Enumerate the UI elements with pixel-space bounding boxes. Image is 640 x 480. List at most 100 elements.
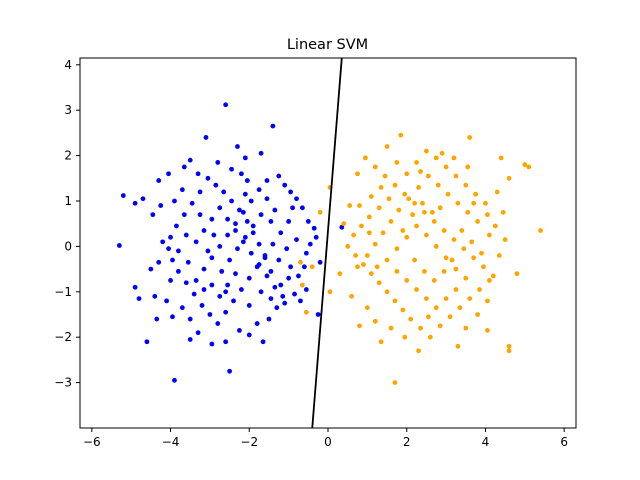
y-tick-label: 3 [64, 103, 72, 117]
data-point-series-2 [443, 164, 449, 170]
data-point-series-1 [152, 293, 158, 299]
data-point-series-1 [237, 207, 242, 213]
data-point-series-2 [485, 298, 490, 304]
data-point-series-2 [427, 334, 433, 340]
data-point-series-1 [315, 312, 321, 317]
data-points [116, 102, 543, 386]
data-point-series-2 [353, 253, 358, 258]
data-point-series-2 [485, 212, 490, 218]
data-point-series-1 [242, 191, 248, 197]
data-point-series-1 [136, 296, 142, 302]
data-point-series-2 [394, 160, 400, 165]
data-point-series-2 [467, 135, 473, 140]
data-point-series-1 [176, 248, 181, 254]
data-point-series-1 [183, 232, 189, 238]
data-point-series-1 [223, 102, 229, 108]
data-point-series-2 [317, 209, 323, 215]
data-point-series-1 [240, 209, 246, 215]
data-point-series-2 [398, 132, 404, 138]
data-point-series-1 [120, 193, 126, 198]
data-point-series-1 [227, 257, 232, 263]
data-point-series-1 [213, 182, 219, 188]
data-point-series-2 [396, 207, 402, 213]
data-point-series-1 [116, 243, 122, 248]
data-point-series-2 [479, 250, 484, 256]
data-point-series-1 [311, 225, 317, 231]
data-point-series-2 [394, 268, 400, 274]
data-point-series-1 [278, 230, 284, 236]
data-point-series-1 [282, 182, 288, 188]
data-point-series-1 [187, 316, 193, 322]
data-point-series-1 [197, 189, 203, 195]
data-point-series-1 [179, 187, 185, 193]
data-point-series-1 [244, 178, 250, 183]
data-point-series-2 [400, 228, 406, 233]
data-point-series-1 [229, 198, 234, 204]
data-point-series-1 [199, 303, 205, 308]
data-point-series-1 [242, 155, 248, 161]
data-point-series-1 [258, 289, 264, 295]
data-point-series-2 [465, 209, 471, 215]
data-point-series-1 [233, 271, 238, 277]
data-point-series-1 [284, 246, 290, 252]
data-point-series-2 [309, 264, 315, 270]
data-point-series-1 [290, 205, 295, 211]
data-point-series-1 [301, 264, 307, 270]
data-point-series-2 [386, 196, 392, 202]
data-point-series-1 [148, 266, 154, 272]
data-point-series-2 [451, 155, 457, 161]
data-point-series-2 [485, 327, 490, 333]
data-point-series-2 [461, 246, 467, 252]
x-tick-label: 2 [403, 435, 411, 449]
data-point-series-2 [372, 318, 378, 324]
data-point-series-1 [237, 327, 242, 333]
data-point-series-2 [357, 323, 362, 329]
data-point-series-1 [317, 259, 323, 265]
data-point-series-1 [248, 198, 254, 204]
data-point-series-2 [447, 314, 453, 320]
data-point-series-2 [449, 257, 455, 263]
decision-boundary-group [311, 57, 343, 429]
data-point-series-2 [522, 162, 528, 168]
data-point-series-2 [431, 219, 437, 224]
data-point-series-2 [467, 296, 473, 302]
data-point-series-2 [500, 209, 506, 215]
data-point-series-2 [361, 262, 366, 267]
data-point-series-1 [201, 266, 207, 272]
data-point-series-1 [225, 282, 231, 288]
data-point-series-1 [191, 291, 197, 297]
data-point-series-2 [298, 259, 303, 265]
data-point-series-2 [412, 200, 418, 206]
data-point-series-1 [217, 293, 223, 299]
data-point-series-2 [425, 314, 431, 320]
data-point-series-1 [313, 234, 319, 240]
data-point-series-2 [374, 264, 380, 270]
decision-boundary-line [311, 57, 343, 429]
data-point-series-2 [337, 271, 343, 277]
data-point-series-1 [244, 219, 250, 224]
data-point-series-1 [170, 257, 175, 263]
data-point-series-1 [266, 316, 272, 322]
data-point-series-2 [366, 230, 372, 236]
data-point-series-2 [424, 232, 429, 238]
data-point-series-2 [372, 164, 378, 170]
data-point-series-2 [347, 203, 353, 208]
data-point-series-1 [215, 160, 221, 165]
data-point-series-2 [368, 194, 374, 199]
data-point-series-1 [227, 368, 232, 374]
data-point-series-1 [195, 171, 201, 177]
data-point-series-2 [455, 343, 461, 349]
data-point-series-1 [235, 144, 240, 149]
data-point-series-1 [140, 196, 146, 202]
data-point-series-2 [477, 287, 482, 292]
data-point-series-1 [156, 178, 162, 183]
data-point-series-1 [240, 239, 246, 245]
data-point-series-2 [453, 173, 459, 179]
data-point-series-1 [233, 228, 238, 233]
data-point-series-2 [345, 244, 351, 249]
data-point-series-1 [215, 321, 221, 326]
data-point-series-2 [404, 171, 410, 177]
data-point-series-2 [471, 200, 477, 206]
data-point-series-1 [205, 175, 211, 181]
data-point-series-2 [475, 312, 480, 317]
